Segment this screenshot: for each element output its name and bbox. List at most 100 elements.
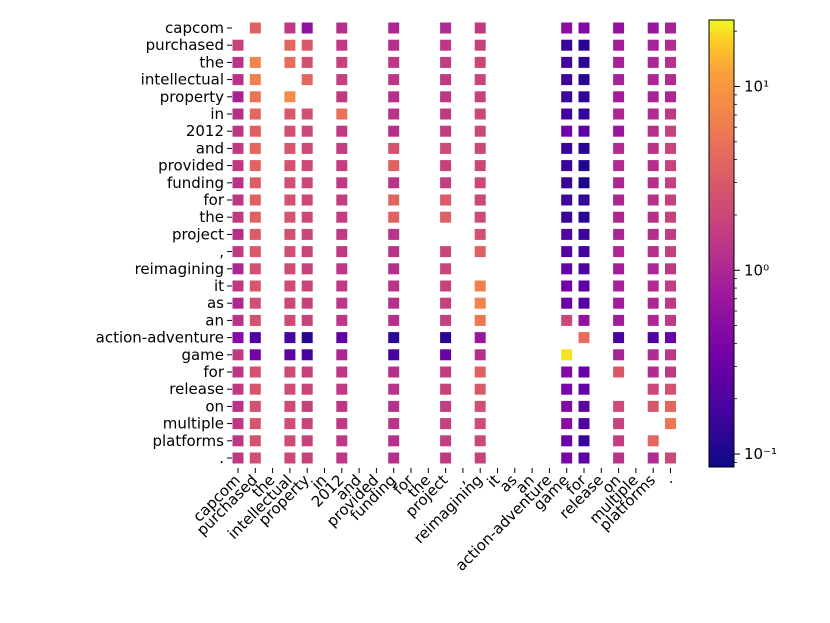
heatmap-cell [474, 177, 486, 189]
heatmap-cell [561, 435, 573, 447]
heatmap-cell [388, 125, 400, 137]
heatmap-cell [336, 125, 348, 137]
heatmap-cell [474, 418, 486, 430]
heatmap-cell [613, 56, 625, 68]
heatmap-cell [647, 91, 659, 103]
heatmap-cell [647, 314, 659, 326]
heatmap-cell [613, 263, 625, 275]
heatmap-cell [232, 349, 244, 361]
heatmap-cell [578, 177, 590, 189]
heatmap-cell [301, 142, 313, 154]
heatmap-cell [665, 280, 676, 292]
heatmap-cell [301, 22, 313, 34]
heatmap-cell [388, 228, 400, 240]
heatmap-cell [647, 263, 659, 275]
heatmap-cell [232, 383, 244, 395]
heatmap-cell [284, 160, 296, 172]
heatmap-cell [665, 91, 676, 103]
y-tick-label: funding [167, 174, 224, 192]
heatmap-cell [336, 297, 348, 309]
heatmap-cell [301, 400, 313, 412]
heatmap-cell [561, 177, 573, 189]
heatmap-cell [647, 246, 659, 258]
heatmap-cell [440, 194, 452, 206]
y-tick-label: provided [158, 157, 224, 175]
heatmap-cell [440, 56, 452, 68]
heatmap-cell [578, 332, 590, 344]
y-tick-label: for [203, 363, 224, 381]
heatmap-cell [249, 228, 261, 240]
y-tick-label: release [169, 380, 224, 398]
heatmap-cell [249, 366, 261, 378]
heatmap-cell [665, 383, 676, 395]
heatmap-cell [284, 22, 296, 34]
heatmap-cell [440, 74, 452, 86]
heatmap-cell [301, 297, 313, 309]
heatmap-cell [665, 349, 676, 361]
colorbar: 10⁻¹ 10⁰ 10¹ [708, 19, 777, 468]
y-tick-label: the [199, 53, 224, 71]
heatmap-cell [388, 263, 400, 275]
heatmap-cell [301, 314, 313, 326]
heatmap-cell [301, 452, 313, 464]
heatmap-cell [440, 246, 452, 258]
heatmap-cell [336, 177, 348, 189]
heatmap-cell [474, 39, 486, 51]
colorbar-tick-label: 10¹ [744, 77, 769, 95]
heatmap-cell [284, 349, 296, 361]
heatmap-cell [578, 263, 590, 275]
heatmap-cell [284, 435, 296, 447]
heatmap-cell [336, 452, 348, 464]
heatmap-cell [474, 435, 486, 447]
heatmap-cell [613, 314, 625, 326]
heatmap-cell [561, 246, 573, 258]
heatmap-cell [232, 108, 244, 120]
heatmap-cell [665, 74, 676, 86]
heatmap-cell [647, 125, 659, 137]
y-axis-tick-labels: capcompurchasedtheintellectualpropertyin… [96, 19, 232, 467]
heatmap-cell [665, 211, 676, 223]
heatmap-cell [440, 418, 452, 430]
heatmap-cell [284, 366, 296, 378]
heatmap-cell [665, 177, 676, 189]
heatmap-cell [613, 22, 625, 34]
heatmap-cell [336, 228, 348, 240]
y-tick-label: as [207, 294, 224, 312]
heatmap-cell [613, 400, 625, 412]
heatmap-cell [249, 108, 261, 120]
heatmap-cell [232, 280, 244, 292]
heatmap-cell [561, 383, 573, 395]
heatmap-cell [336, 211, 348, 223]
heatmap-cell [561, 91, 573, 103]
heatmap-cell [665, 142, 676, 154]
heatmap-cell [665, 228, 676, 240]
heatmap-cell [284, 194, 296, 206]
heatmap-cell [249, 383, 261, 395]
heatmap-cell [284, 383, 296, 395]
heatmap-cell [665, 314, 676, 326]
heatmap-cell [301, 280, 313, 292]
heatmap-cell [232, 400, 244, 412]
heatmap-cell [249, 91, 261, 103]
heatmap-cell [336, 39, 348, 51]
heatmap-cell [388, 349, 400, 361]
heatmap-cell [613, 125, 625, 137]
heatmap-cell [474, 125, 486, 137]
heatmap-cell [647, 108, 659, 120]
heatmap-cell [665, 125, 676, 137]
heatmap-cell [613, 246, 625, 258]
heatmap-cell [561, 194, 573, 206]
heatmap-cell [249, 142, 261, 154]
heatmap-cell [474, 349, 486, 361]
heatmap-cell [474, 314, 486, 326]
heatmap-cell [440, 142, 452, 154]
heatmap-cell [336, 246, 348, 258]
heatmap-cell [336, 314, 348, 326]
heatmap-cell [578, 56, 590, 68]
y-tick-label: action-adventure [96, 329, 224, 347]
heatmap-cell [561, 452, 573, 464]
heatmap-cell [388, 74, 400, 86]
heatmap-cell [613, 177, 625, 189]
heatmap-cell [665, 452, 676, 464]
heatmap-cell [665, 246, 676, 258]
